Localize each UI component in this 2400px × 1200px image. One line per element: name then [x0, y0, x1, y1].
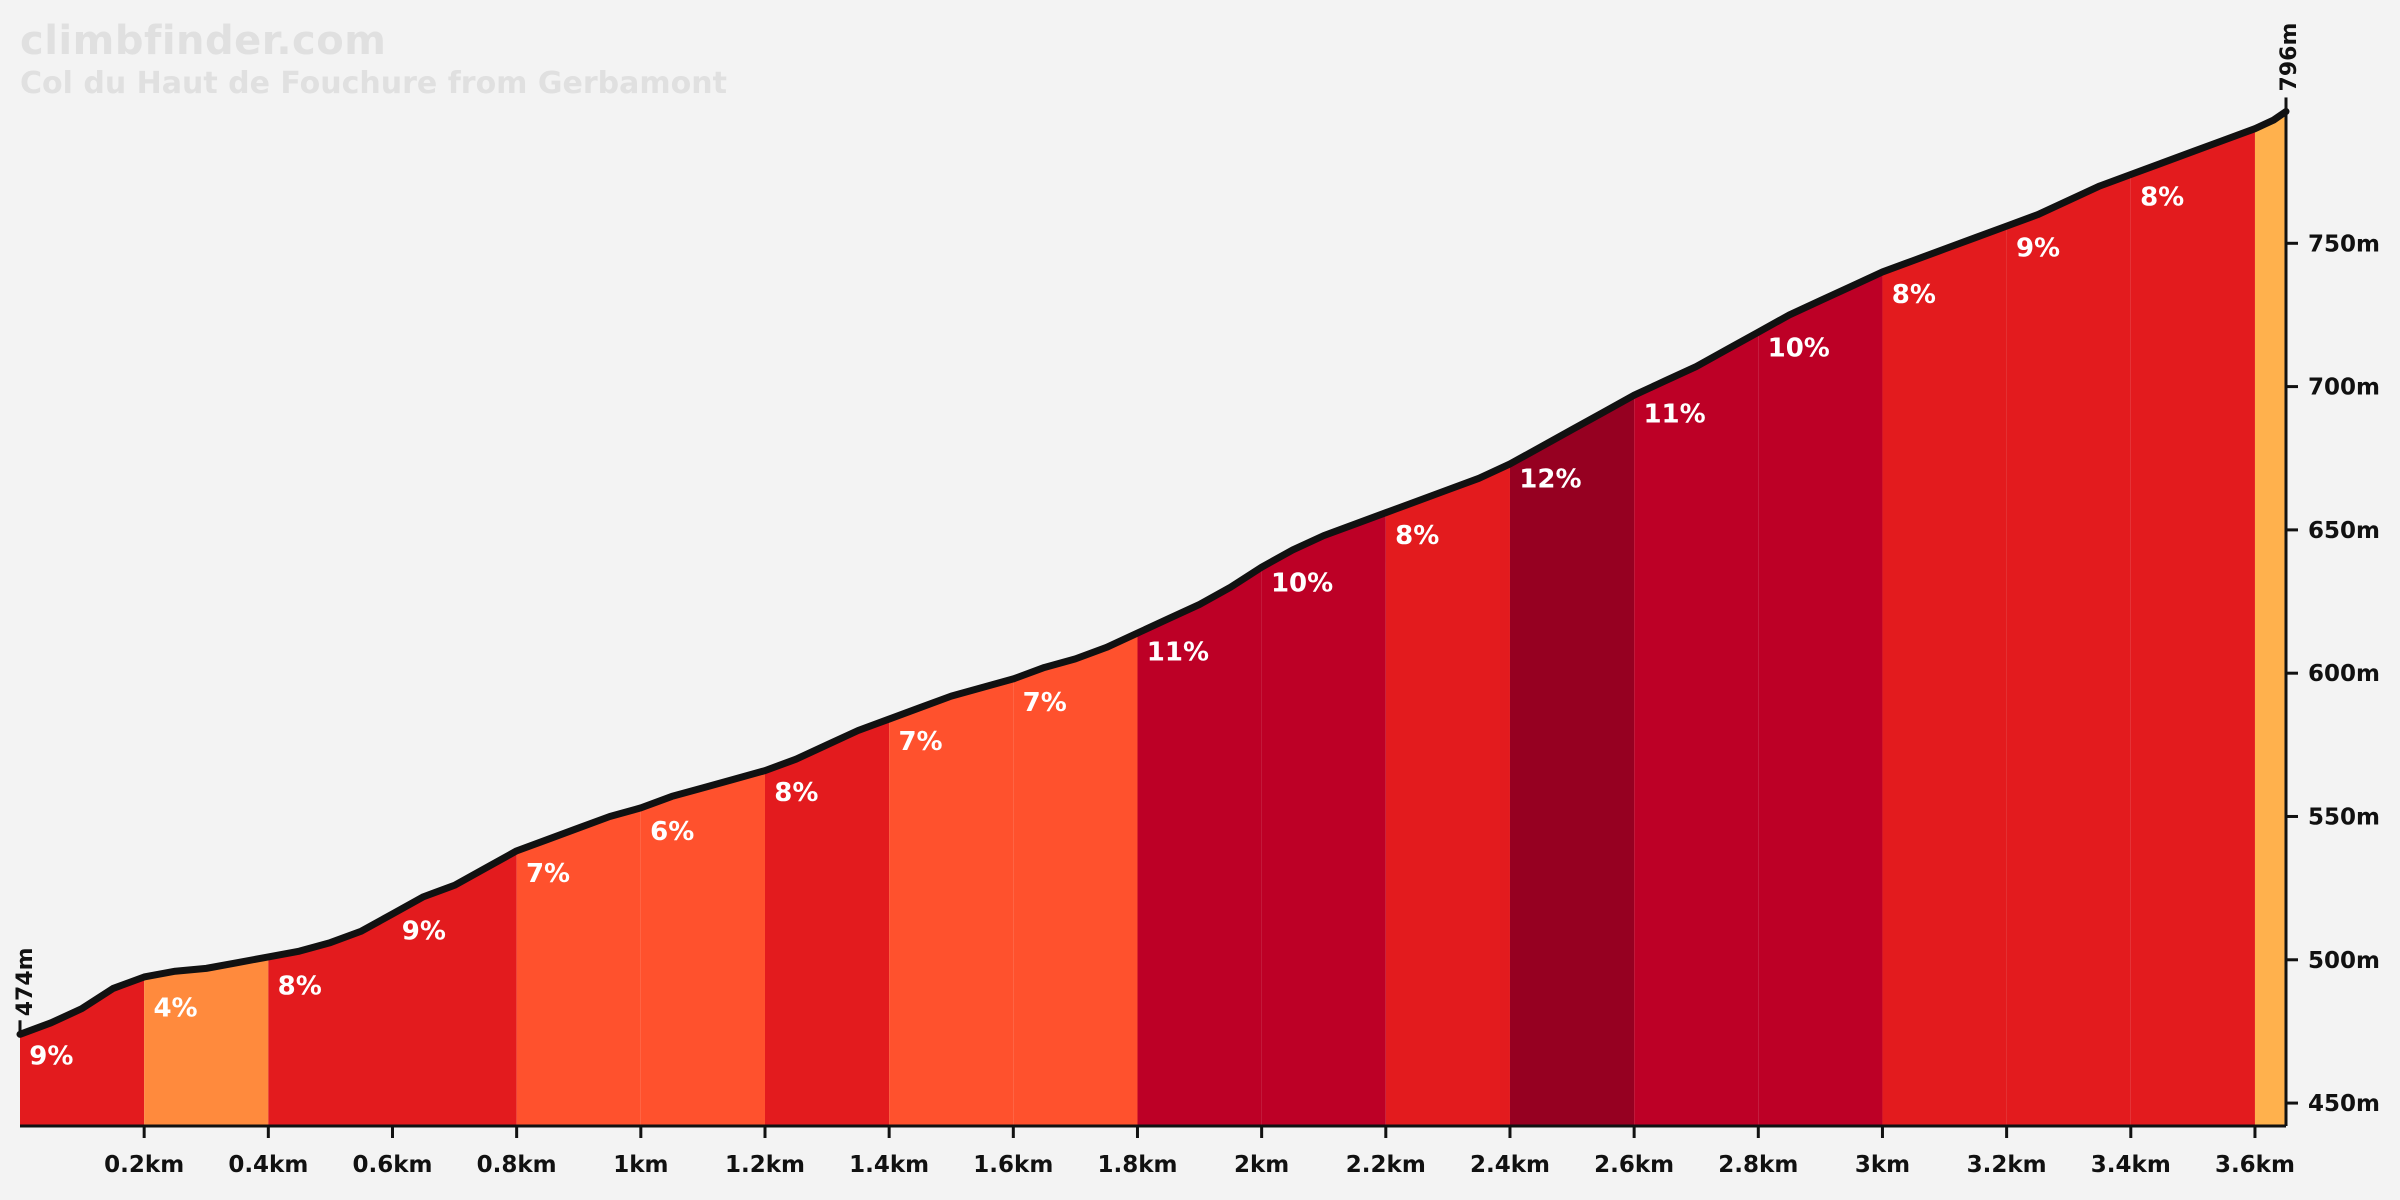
x-tick-label: 0.6km — [352, 1152, 432, 1178]
gradient-label: 10% — [1768, 334, 1830, 364]
climb-title: Col du Haut de Fouchure from Gerbamont — [20, 66, 727, 101]
gradient-segment-fill — [1634, 332, 1759, 1127]
x-tick-label: 1.8km — [1097, 1152, 1177, 1178]
gradient-label: 6% — [650, 817, 694, 847]
gradient-segment-fill — [20, 976, 145, 1126]
y-tick-label: 500m — [2308, 948, 2380, 974]
gradient-label: 9% — [402, 916, 446, 946]
x-tick-label: 1.4km — [849, 1152, 929, 1178]
gradient-segment-fill — [144, 956, 269, 1126]
gradient-label: 8% — [2140, 183, 2184, 213]
gradient-label: 8% — [1395, 521, 1439, 551]
x-tick-label: 0.8km — [477, 1152, 557, 1178]
gradient-segment-fill — [516, 807, 641, 1126]
x-tick-label: 3.6km — [2215, 1152, 2295, 1178]
y-tick-label: 650m — [2308, 518, 2380, 544]
gradient-segment-fill — [1509, 395, 1635, 1126]
gradient-segment-fill — [1137, 567, 1262, 1126]
gradient-segment-fill — [2006, 174, 2131, 1126]
gradient-segment-fill — [2130, 128, 2255, 1127]
y-tick-label: 450m — [2308, 1091, 2380, 1117]
y-tick-label: 750m — [2308, 231, 2380, 257]
gradient-label: 9% — [29, 1042, 73, 1072]
end-elevation-label: 796m — [2277, 23, 2302, 92]
x-tick-label: 2.4km — [1470, 1152, 1550, 1178]
y-tick-label: 600m — [2308, 661, 2380, 687]
gradient-label: 8% — [1892, 280, 1936, 310]
x-tick-label: 3.2km — [1967, 1152, 2047, 1178]
x-tick-label: 2.2km — [1346, 1152, 1426, 1178]
gradient-segment-fill — [268, 850, 517, 1126]
site-brand: climbfinder.com — [20, 18, 387, 64]
x-tick-label: 2km — [1234, 1152, 1289, 1178]
x-tick-label: 3km — [1855, 1152, 1910, 1178]
gradient-segment-fill — [640, 770, 765, 1126]
gradient-label: 10% — [1271, 569, 1333, 599]
gradient-segment-fill — [1882, 226, 2007, 1126]
y-tick-label: 700m — [2308, 375, 2380, 401]
gradient-segment-fill — [1385, 463, 1510, 1127]
gradient-label: 8% — [278, 972, 322, 1002]
gradient-segment-fill — [2254, 111, 2286, 1126]
gradient-label: 11% — [1147, 637, 1209, 667]
gradient-label: 7% — [526, 859, 570, 889]
x-tick-label: 1km — [613, 1152, 668, 1178]
gradient-segment-fill — [1013, 633, 1138, 1126]
gradient-label: 4% — [153, 993, 197, 1023]
gradient-label: 12% — [1519, 465, 1581, 495]
x-tick-label: 2.6km — [1594, 1152, 1674, 1178]
x-tick-label: 1.2km — [725, 1152, 805, 1178]
gradient-label: 7% — [898, 727, 942, 757]
x-tick-label: 1.6km — [973, 1152, 1053, 1178]
x-tick-label: 0.2km — [104, 1152, 184, 1178]
start-elevation-label: 474m — [13, 947, 38, 1016]
gradient-label: 9% — [2016, 233, 2060, 263]
gradient-segment-fill — [889, 678, 1014, 1126]
gradient-segment-fill — [1261, 512, 1386, 1126]
gradient-segment-fill — [764, 719, 890, 1126]
x-tick-label: 0.4km — [228, 1152, 308, 1178]
gradient-label: 11% — [1643, 400, 1705, 430]
x-tick-label: 3.4km — [2091, 1152, 2171, 1178]
gradient-segment-fill — [1758, 271, 1883, 1126]
gradient-label: 8% — [774, 778, 818, 808]
elevation-profile-line — [16, 107, 2290, 1038]
x-tick-label: 2.8km — [1718, 1152, 1798, 1178]
y-tick-label: 550m — [2308, 804, 2380, 830]
gradient-label: 7% — [1023, 688, 1067, 718]
